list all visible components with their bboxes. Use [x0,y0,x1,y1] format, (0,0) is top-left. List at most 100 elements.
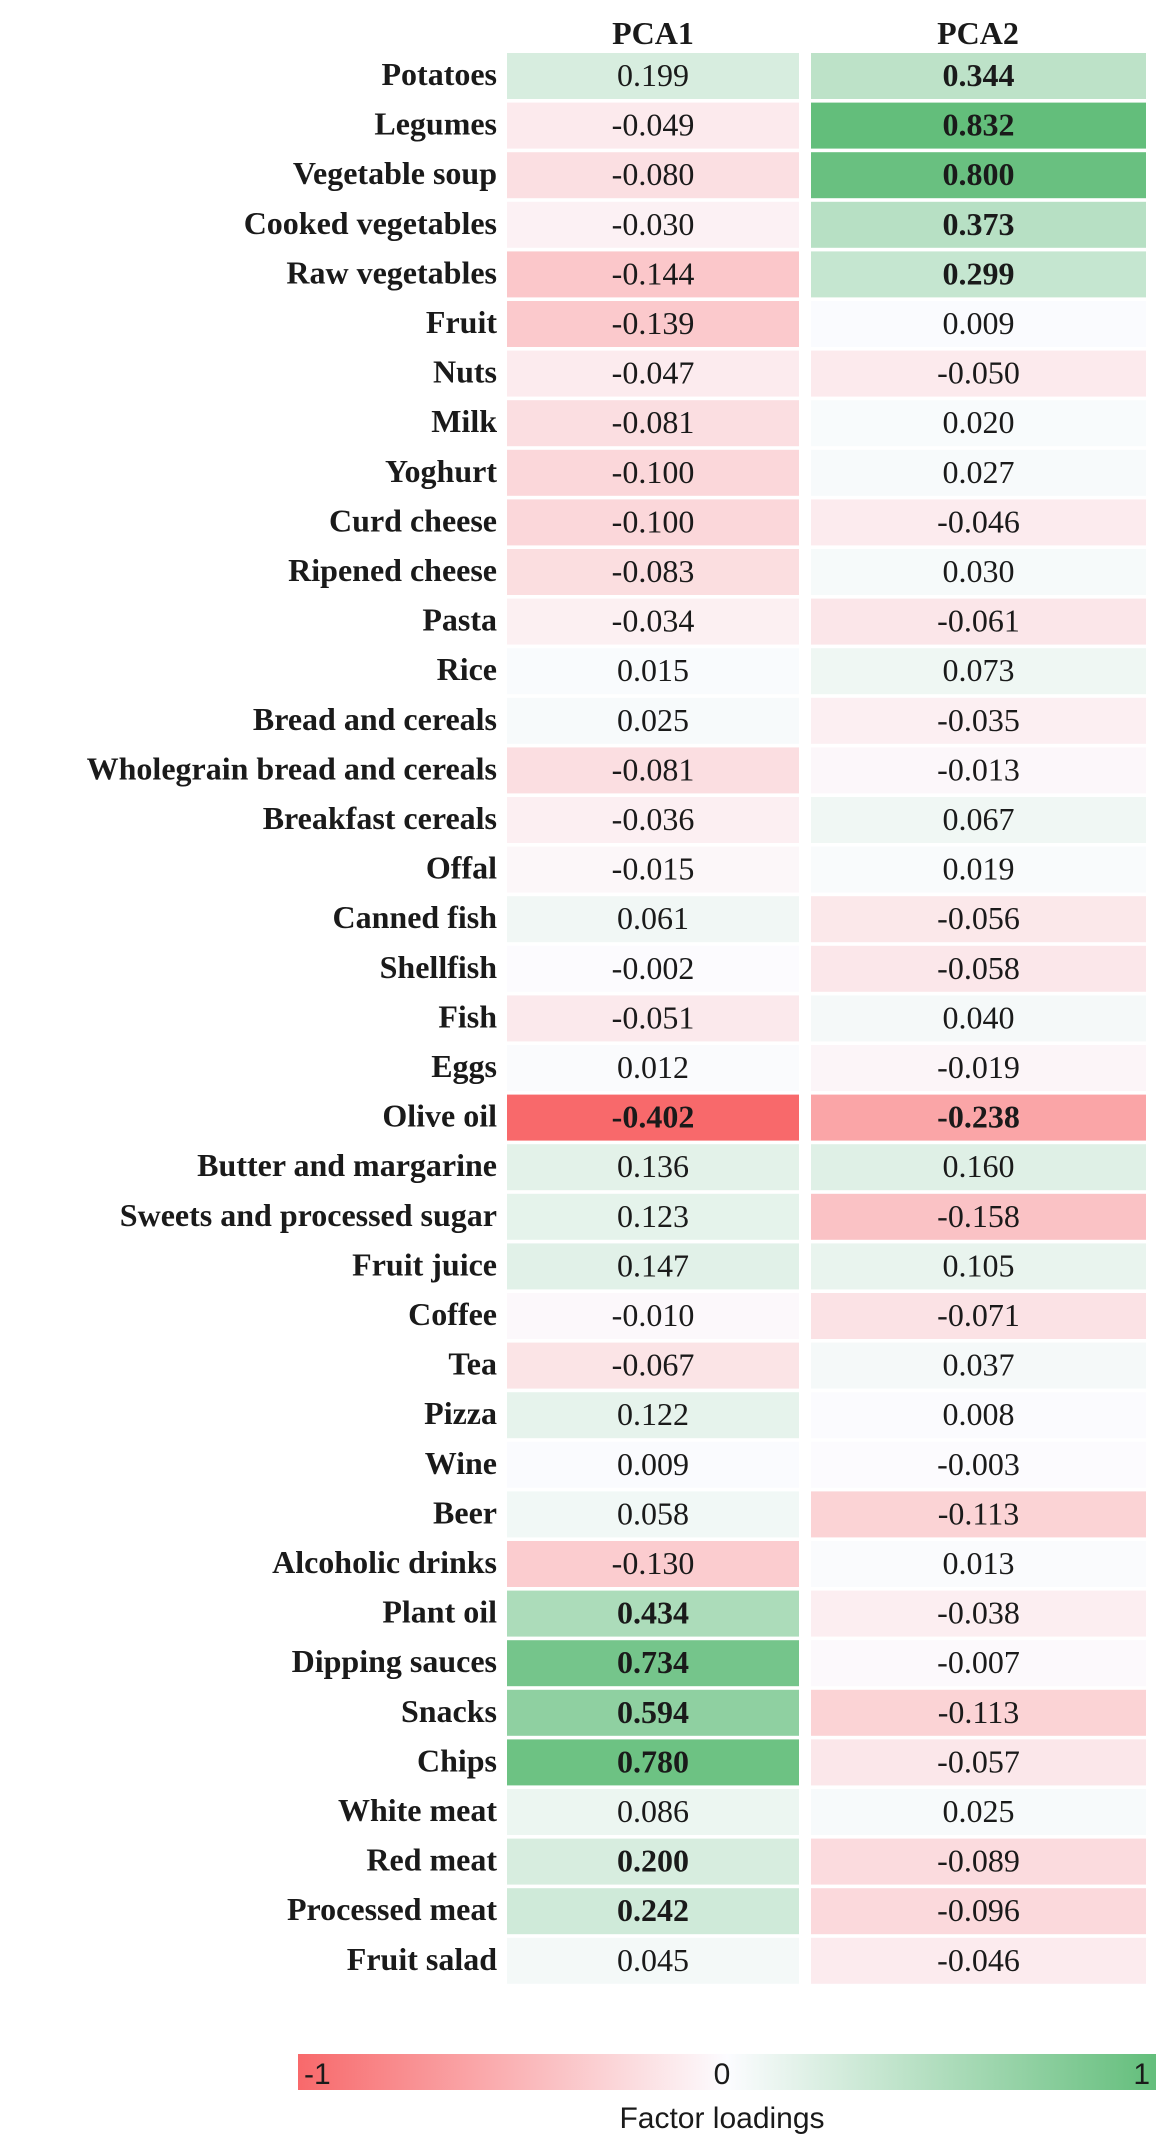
cell-value-pca2: -0.238 [937,1099,1020,1135]
cell-value-pca1: -0.402 [612,1099,695,1135]
cell-value-pca2: 0.344 [943,57,1015,93]
cell-value-pca2: -0.061 [937,603,1020,639]
heatmap-row-white-meat: White meat 0.086 0.025 [338,1789,1146,1835]
row-label: Red meat [366,1842,497,1878]
row-label: Fish [438,998,497,1034]
cell-value-pca2: 0.013 [943,1545,1015,1581]
heatmap-cell-pca1 [507,53,799,99]
colorbar-mid-label: 0 [714,2058,731,2091]
cell-value-pca2: 0.037 [943,1347,1015,1383]
cell-value-pca2: 0.105 [943,1247,1015,1283]
heatmap-cell-pca2 [811,1491,1146,1538]
heatmap-row-fruit-salad: Fruit salad 0.045 -0.046 [347,1937,1146,1984]
colorbar-max-label: 1 [1133,2058,1150,2091]
cell-value-pca1: 0.045 [617,1942,689,1978]
heatmap-cell-pca1 [507,549,799,595]
heatmap-cell-pca1 [507,1094,799,1141]
cell-value-pca1: 0.009 [617,1446,689,1482]
cell-value-pca2: -0.158 [937,1198,1020,1234]
row-label: Ripened cheese [288,552,497,588]
heatmap-cell-pca1 [507,598,799,645]
heatmap-cell-pca2 [811,995,1146,1042]
heatmap-cell-pca2 [811,449,1146,496]
row-label: Bread and cereals [253,701,497,737]
heatmap-row-tea: Tea -0.067 0.037 [448,1342,1146,1389]
heatmap-row-pasta: Pasta -0.034 -0.061 [422,598,1146,645]
cell-value-pca2: -0.057 [937,1743,1020,1779]
cell-value-pca1: -0.067 [612,1347,695,1383]
heatmap-cell-pca1 [507,1193,799,1240]
cell-value-pca1: 0.594 [617,1694,689,1730]
cell-value-pca1: -0.100 [612,503,695,539]
cell-value-pca2: -0.113 [938,1694,1019,1730]
heatmap-cell-pca2 [811,251,1146,298]
row-label: Fruit juice [352,1246,497,1282]
colorbar [298,2054,1156,2090]
heatmap-cell-pca2 [811,697,1146,744]
row-label: Milk [431,403,497,439]
heatmap-cell-pca1 [507,1342,799,1389]
heatmap-cell-pca1 [507,499,799,546]
heatmap-cell-pca1 [507,846,799,893]
heatmap-cell-pca2 [811,846,1146,893]
cell-value-pca1: -0.036 [612,801,695,837]
heatmap-row-legumes: Legumes -0.049 0.832 [374,102,1146,149]
column-header-pca2: PCA2 [937,15,1019,51]
cell-value-pca1: 0.734 [617,1644,689,1680]
row-label: Snacks [401,1693,497,1729]
heatmap-cell-pca2 [811,152,1146,199]
heatmap-row-red-meat: Red meat 0.200 -0.089 [366,1838,1146,1885]
heatmap-row-breakfast-cereals: Breakfast cereals -0.036 0.067 [263,797,1146,843]
heatmap-cell-pca2 [811,1541,1146,1587]
cell-value-pca1: -0.015 [612,851,695,887]
cell-value-pca1: -0.051 [612,999,695,1035]
heatmap-row-chips: Chips 0.780 -0.057 [417,1739,1146,1786]
cell-value-pca2: -0.013 [937,751,1020,787]
heatmap-cell-pca1 [507,1392,799,1439]
heatmap-cell-pca2 [811,499,1146,546]
row-label: Coffee [408,1296,497,1332]
heatmap-row-rice: Rice 0.015 0.073 [437,648,1146,695]
cell-value-pca1: 0.147 [617,1247,689,1283]
heatmap-cell-pca2 [811,1739,1146,1786]
cell-value-pca1: -0.081 [612,404,695,440]
heatmap-cell-pca2 [811,102,1146,149]
row-label: Sweets and processed sugar [120,1197,497,1233]
heatmap-cell-pca1 [507,449,799,496]
row-label: Fruit salad [347,1941,497,1977]
heatmap-cell-pca1 [507,301,799,347]
cell-value-pca2: -0.019 [937,1049,1020,1085]
heatmap-cell-pca1 [507,1739,799,1786]
heatmap-row-canned-fish: Canned fish 0.061 -0.056 [333,896,1146,943]
row-label: Plant oil [382,1594,497,1630]
heatmap-cell-pca1 [507,1045,799,1091]
cell-value-pca1: 0.086 [617,1793,689,1829]
row-label: Fruit [426,304,497,340]
cell-value-pca2: 0.160 [943,1148,1015,1184]
row-label: Alcoholic drinks [272,1544,497,1580]
row-label: Offal [426,850,497,886]
heatmap-row-shellfish: Shellfish -0.002 -0.058 [380,945,1146,992]
heatmap-cell-pca2 [811,53,1146,99]
heatmap-cell-pca2 [811,1937,1146,1984]
heatmap-row-olive-oil: Olive oil -0.402 -0.238 [382,1094,1146,1141]
cell-value-pca2: -0.035 [937,702,1020,738]
cell-value-pca1: 0.200 [617,1843,689,1879]
heatmap-cell-pca2 [811,1441,1146,1488]
cell-value-pca2: 0.067 [943,801,1015,837]
row-label: White meat [338,1792,497,1828]
heatmap-row-milk: Milk -0.081 0.020 [431,400,1146,447]
cell-value-pca2: 0.030 [943,553,1015,589]
cell-value-pca1: -0.080 [612,156,695,192]
cell-value-pca2: 0.027 [943,454,1015,490]
colorbar-title: Factor loadings [619,2102,824,2135]
heatmap-row-wholegrain-bread-and-cereals: Wholegrain bread and cereals -0.081 -0.013 [87,747,1146,794]
heatmap-cell-pca1 [507,1838,799,1885]
heatmap-row-ripened-cheese: Ripened cheese -0.083 0.030 [288,549,1146,595]
heatmap-row-yoghurt: Yoghurt -0.100 0.027 [385,449,1146,496]
heatmap-cell-pca1 [507,350,799,397]
heatmap-row-fruit-juice: Fruit juice 0.147 0.105 [352,1243,1146,1290]
row-label: Vegetable soup [293,155,497,191]
cell-value-pca2: 0.073 [943,652,1015,688]
